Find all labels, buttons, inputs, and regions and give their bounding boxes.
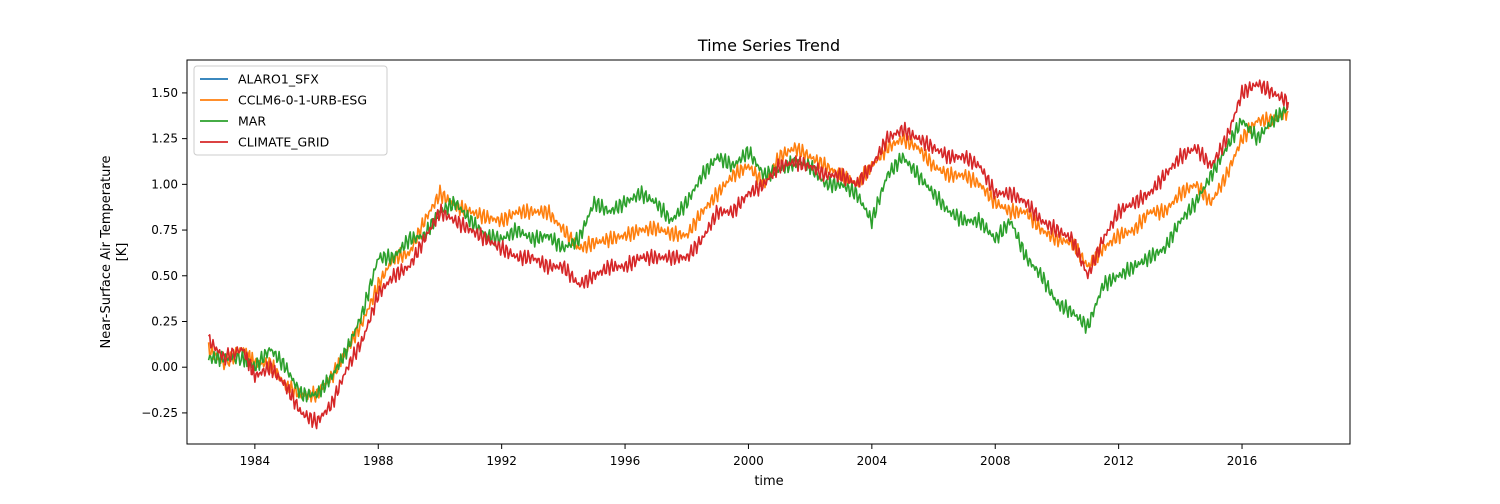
x-axis: 1984 1988 1992 1996 2000 2004 2008 2012 2016 — [240, 444, 1258, 468]
y-tick-label: 1.50 — [151, 86, 178, 100]
legend-label: ALARO1_SFX — [238, 72, 319, 87]
y-tick-label: 0.00 — [151, 360, 178, 374]
legend-label: MAR — [238, 114, 266, 129]
y-tick-label: 0.25 — [151, 314, 178, 328]
legend-label: CLIMATE_GRID — [238, 135, 329, 150]
y-axis-label-line1: Near-Surface Air Temperature — [99, 156, 114, 349]
legend: ALARO1_SFX CCLM6-0-1-URB-ESG MAR CLIMATE_GR… — [193, 65, 388, 156]
y-axis-label-line2: [K] — [115, 243, 130, 262]
y-tick-label: 1.00 — [151, 177, 178, 191]
chart-title: Time Series Trend — [697, 36, 840, 55]
legend-label: CCLM6-0-1-URB-ESG — [238, 93, 367, 108]
plot-area — [207, 79, 1290, 430]
x-tick-label: 1988 — [363, 454, 394, 468]
x-tick-label: 1984 — [240, 454, 271, 468]
x-tick-label: 2000 — [733, 454, 764, 468]
plot-frame — [186, 59, 1351, 445]
series-line-cclm6-0-1-urb-esg — [207, 108, 1289, 403]
y-tick-label: 0.75 — [151, 223, 178, 237]
x-tick-label: 2004 — [857, 454, 888, 468]
x-tick-label: 2012 — [1103, 454, 1134, 468]
series-line-mar — [207, 105, 1289, 403]
x-tick-label: 2008 — [980, 454, 1011, 468]
series-line-climate-grid — [207, 79, 1290, 430]
x-tick-label: 1996 — [610, 454, 641, 468]
y-tick-label: −0.25 — [141, 406, 178, 420]
y-tick-label: 0.50 — [151, 269, 178, 283]
x-axis-label: time — [754, 474, 783, 489]
x-tick-label: 2016 — [1227, 454, 1258, 468]
legend-box — [193, 65, 388, 156]
y-axis: −0.25 0.00 0.25 0.50 0.75 1.00 1.25 1.50 — [141, 86, 187, 420]
y-tick-label: 1.25 — [151, 132, 178, 146]
x-tick-label: 1992 — [486, 454, 517, 468]
